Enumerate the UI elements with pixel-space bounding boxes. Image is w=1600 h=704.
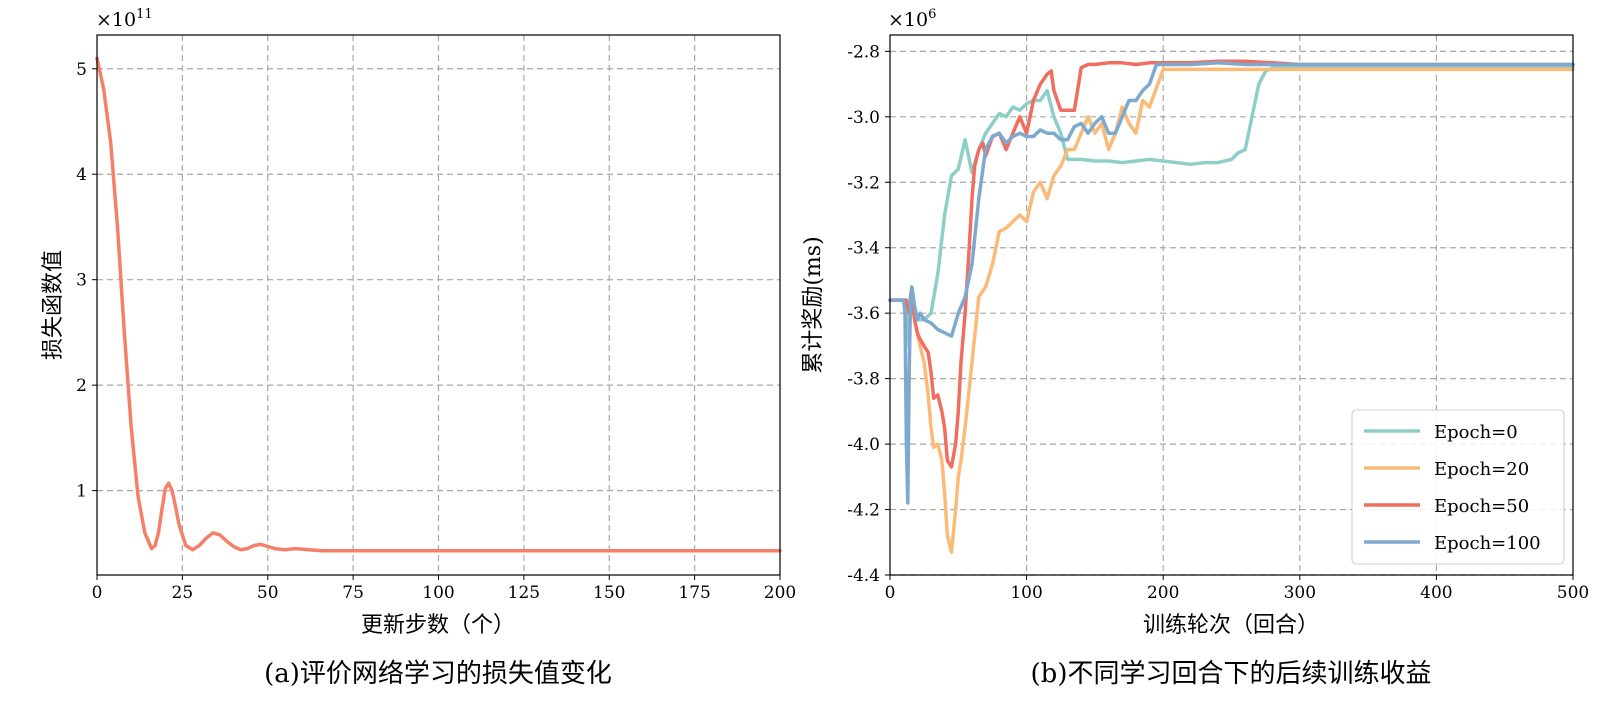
- reward-chart-frame: [889, 34, 1574, 576]
- reward-chart-y-multiplier-exp: 6: [928, 7, 936, 22]
- loss-chart-grid: [97, 35, 780, 575]
- loss-chart-xtick-label-3: 75: [342, 583, 364, 603]
- reward-chart-xtick-label-4: 400: [1420, 583, 1452, 603]
- legend-label-epoch-100: Epoch=100: [1434, 533, 1541, 554]
- reward-chart-y-multiplier: ×106: [888, 7, 936, 31]
- loss-chart-xtick-label-7: 175: [678, 583, 710, 603]
- reward-chart-ytick-label-7: -4.2: [847, 501, 880, 521]
- loss-chart-series: [95, 56, 782, 553]
- loss-chart-xtick-label-0: 0: [92, 583, 103, 603]
- loss-chart-ytick-label-0: 1: [76, 482, 87, 502]
- reward-chart-ytick-label-6: -4.0: [847, 435, 880, 455]
- loss-chart-xtick-label-8: 200: [764, 583, 796, 603]
- reward-chart-ytick-label-2: -3.2: [847, 173, 880, 193]
- reward-chart-ylabel: 累计奖励(ms): [801, 236, 826, 373]
- loss-chart-xtick-label-4: 100: [422, 583, 454, 603]
- loss-chart-xtick-label-2: 50: [257, 583, 279, 603]
- reward-chart-xlabel: 训练轮次（回合）: [1143, 613, 1319, 638]
- loss-chart-series-0-line: [95, 56, 782, 553]
- reward-chart-ytick-label-5: -3.8: [847, 370, 880, 390]
- caption-b: (b)不同学习回合下的后续训练收益: [1031, 659, 1432, 689]
- loss-chart-ytick-label-3: 4: [76, 165, 87, 185]
- reward-chart-series-epoch-100-line: [888, 61, 1575, 505]
- caption-a: (a)评价网络学习的损失值变化: [264, 659, 612, 689]
- loss-chart-y-multiplier-exp: 11: [136, 7, 153, 22]
- reward-chart-series-epoch-20-line: [888, 67, 1575, 554]
- reward-chart-xtick-label-0: 0: [885, 583, 896, 603]
- loss-chart: 0 25 50 75 100 125 150 175 200 1 2 3 4 5 ×1011 更新步数（个…: [41, 7, 796, 689]
- reward-chart-xtick-label-1: 100: [1010, 583, 1042, 603]
- reward-chart-ticks: 0 100 200 300 400 500 -2.8 -3.0 -3.2 -3.4 -3.6 -3.8…: [847, 42, 1589, 603]
- reward-chart-ytick-label-3: -3.4: [847, 239, 880, 259]
- legend-label-epoch-50: Epoch=50: [1434, 496, 1529, 517]
- loss-chart-y-multiplier: ×1011: [96, 7, 153, 31]
- loss-chart-xtick-label-6: 150: [593, 583, 625, 603]
- reward-chart-ytick-label-0: -2.8: [847, 42, 880, 62]
- reward-chart-ytick-label-4: -3.6: [847, 304, 880, 324]
- loss-chart-y-multiplier-base: ×10: [96, 9, 136, 31]
- reward-chart-xtick-label-2: 200: [1147, 583, 1179, 603]
- reward-chart-xtick-label-5: 500: [1557, 583, 1589, 603]
- loss-chart-ticks: 0 25 50 75 100 125 150 175 200 1 2 3 4 5: [76, 60, 796, 603]
- loss-chart-xtick-label-5: 125: [508, 583, 540, 603]
- reward-chart-ytick-label-1: -3.0: [847, 108, 880, 128]
- reward-chart-y-multiplier-base: ×10: [888, 9, 928, 31]
- reward-chart: 0 100 200 300 400 500 -2.8 -3.0 -3.2 -3.4 -3.6 -3.8…: [801, 7, 1589, 689]
- reward-chart-series: [888, 59, 1575, 554]
- legend-label-epoch-0: Epoch=0: [1434, 422, 1518, 443]
- loss-chart-ylabel: 损失函数值: [41, 250, 66, 360]
- loss-chart-xlabel: 更新步数（个）: [361, 613, 515, 638]
- reward-chart-ytick-label-8: -4.4: [847, 566, 880, 586]
- loss-chart-ytick-label-1: 2: [76, 376, 87, 396]
- reward-chart-legend: Epoch=0 Epoch=20 Epoch=50 Epoch=100: [1351, 409, 1565, 565]
- reward-chart-xtick-label-3: 300: [1284, 583, 1316, 603]
- loss-chart-ytick-label-2: 3: [76, 271, 87, 291]
- legend-label-epoch-20: Epoch=20: [1434, 459, 1529, 480]
- reward-chart-series-epoch-0-line: [888, 64, 1575, 348]
- loss-chart-ytick-label-4: 5: [76, 60, 87, 80]
- legend-box: [1351, 409, 1565, 565]
- loss-chart-xtick-label-1: 25: [172, 583, 194, 603]
